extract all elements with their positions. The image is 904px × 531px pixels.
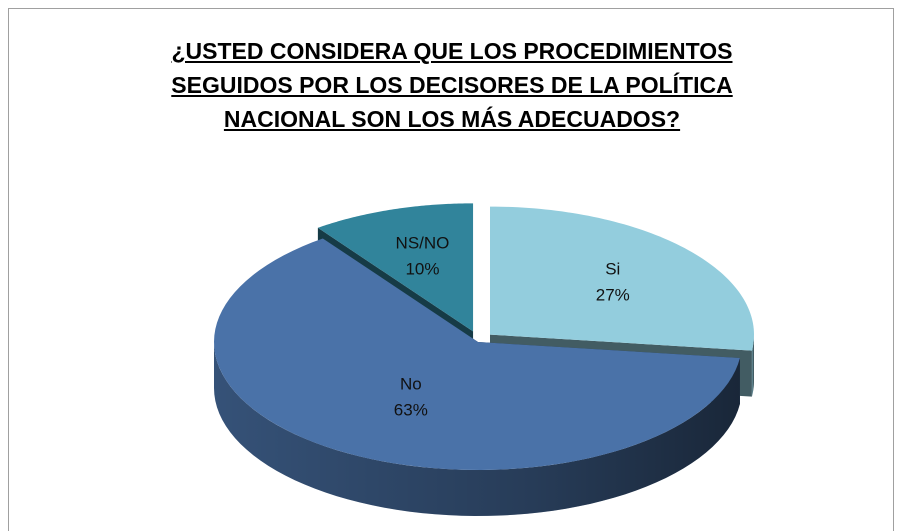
slice-label: NS/NO bbox=[396, 233, 450, 252]
pie-slice bbox=[317, 203, 474, 332]
slice-label: No bbox=[400, 375, 422, 394]
pie-slice bbox=[214, 238, 740, 470]
slice-wall-shade bbox=[214, 342, 740, 516]
pie-slice bbox=[490, 206, 755, 351]
chart-title: ¿USTED CONSIDERA QUE LOS PROCEDIMIENTOS … bbox=[171, 38, 733, 132]
slice-value-label: 10% bbox=[405, 259, 439, 278]
slice-label: Si bbox=[605, 260, 620, 279]
slice-value-label: 27% bbox=[596, 286, 630, 305]
slice-value-label: 63% bbox=[394, 401, 428, 420]
chart-frame bbox=[8, 8, 894, 531]
slice-wall-shade bbox=[751, 334, 755, 397]
